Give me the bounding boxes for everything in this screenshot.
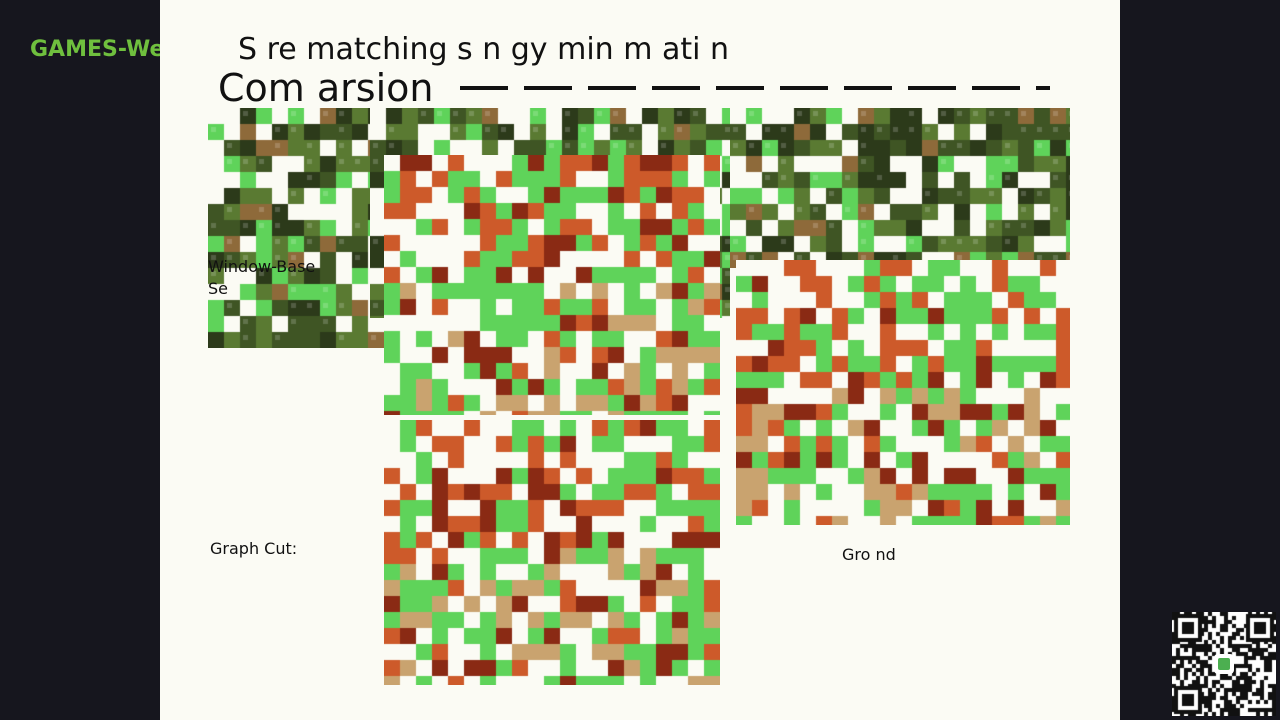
slide-title: S re matching s n gy min m ati n <box>238 32 730 67</box>
left-image <box>208 108 384 348</box>
ground-truth-disparity-map <box>736 260 1070 525</box>
right-photo-panel <box>730 108 1070 268</box>
window-based-disparity-map <box>384 155 720 415</box>
graph-cut-disparity-panel <box>384 420 720 685</box>
window-based-label: Window-Base Se <box>208 256 315 300</box>
slide: S re matching s n gy min m ati n Com ars… <box>160 0 1120 720</box>
qr-code <box>1172 612 1276 716</box>
qr-logo-icon <box>1214 654 1234 674</box>
left-image-panel <box>208 108 384 348</box>
graph-cut-disparity-map <box>384 420 720 685</box>
ground-truth-disparity-panel <box>736 260 1070 525</box>
graph-cut-label: Graph Cut: <box>210 539 298 558</box>
window-based-disparity-panel <box>384 155 720 415</box>
window-based-label-line2: Se <box>208 279 228 298</box>
slide-subtitle: Com arsion <box>218 66 434 110</box>
games-brand-label: GAMES-We <box>30 37 165 62</box>
window-based-label-line1: Window-Base <box>208 257 316 276</box>
title-underline <box>460 86 1050 90</box>
ground-truth-label: Gro nd <box>842 545 896 564</box>
right-photo <box>730 108 1070 268</box>
